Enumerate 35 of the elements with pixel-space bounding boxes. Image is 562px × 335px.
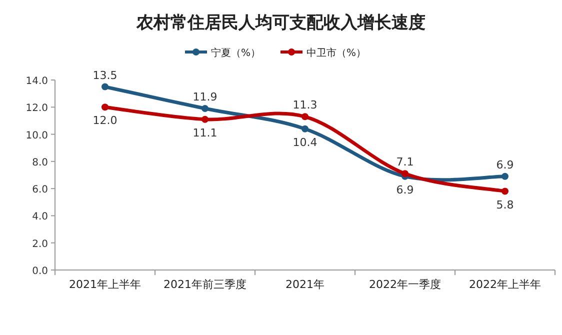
- y-tick-label: 0.0: [32, 266, 48, 277]
- point: [502, 188, 508, 195]
- point: [202, 105, 208, 112]
- chart-title: 农村常住居民人均可支配收入增长速度: [136, 13, 426, 33]
- point: [102, 83, 108, 90]
- y-tick-label: 4.0: [32, 212, 48, 223]
- point: [502, 172, 508, 180]
- data-label: 11.9: [192, 90, 218, 104]
- x-tick-label: 2022年一季度: [369, 278, 441, 291]
- point: [202, 116, 208, 123]
- data-label: 13.5: [92, 68, 118, 82]
- x-tick-label: 2021年上半年: [69, 278, 141, 291]
- data-label: 6.9: [396, 183, 414, 196]
- y-tick-label: 12.0: [26, 103, 48, 114]
- point: [302, 125, 308, 132]
- x-tick-label: 2022年上半年: [469, 278, 541, 291]
- data-label: 11.1: [192, 126, 218, 140]
- data-label: 7.1: [396, 156, 414, 169]
- y-tick-label: 10.0: [26, 130, 48, 142]
- point: [302, 113, 308, 120]
- point: [102, 104, 108, 111]
- legend-label: 宁夏（%）: [211, 47, 261, 59]
- y-tick-label: 2.0: [32, 238, 48, 250]
- data-label: 5.8: [496, 198, 514, 212]
- y-tick-label: 14.0: [26, 76, 48, 87]
- x-tick-label: 2021年前三季度: [164, 278, 246, 291]
- data-label: 11.3: [292, 98, 318, 112]
- x-tick-label: 2021年: [286, 278, 324, 291]
- data-label: 6.9: [496, 158, 514, 172]
- data-label: 12.0: [92, 114, 118, 128]
- point: [402, 170, 408, 178]
- data-label: 10.4: [292, 136, 318, 149]
- y-tick-label: 6.0: [32, 184, 48, 196]
- y-tick-label: 8.0: [32, 157, 48, 168]
- legend-label: 中卫市（%）: [306, 47, 366, 59]
